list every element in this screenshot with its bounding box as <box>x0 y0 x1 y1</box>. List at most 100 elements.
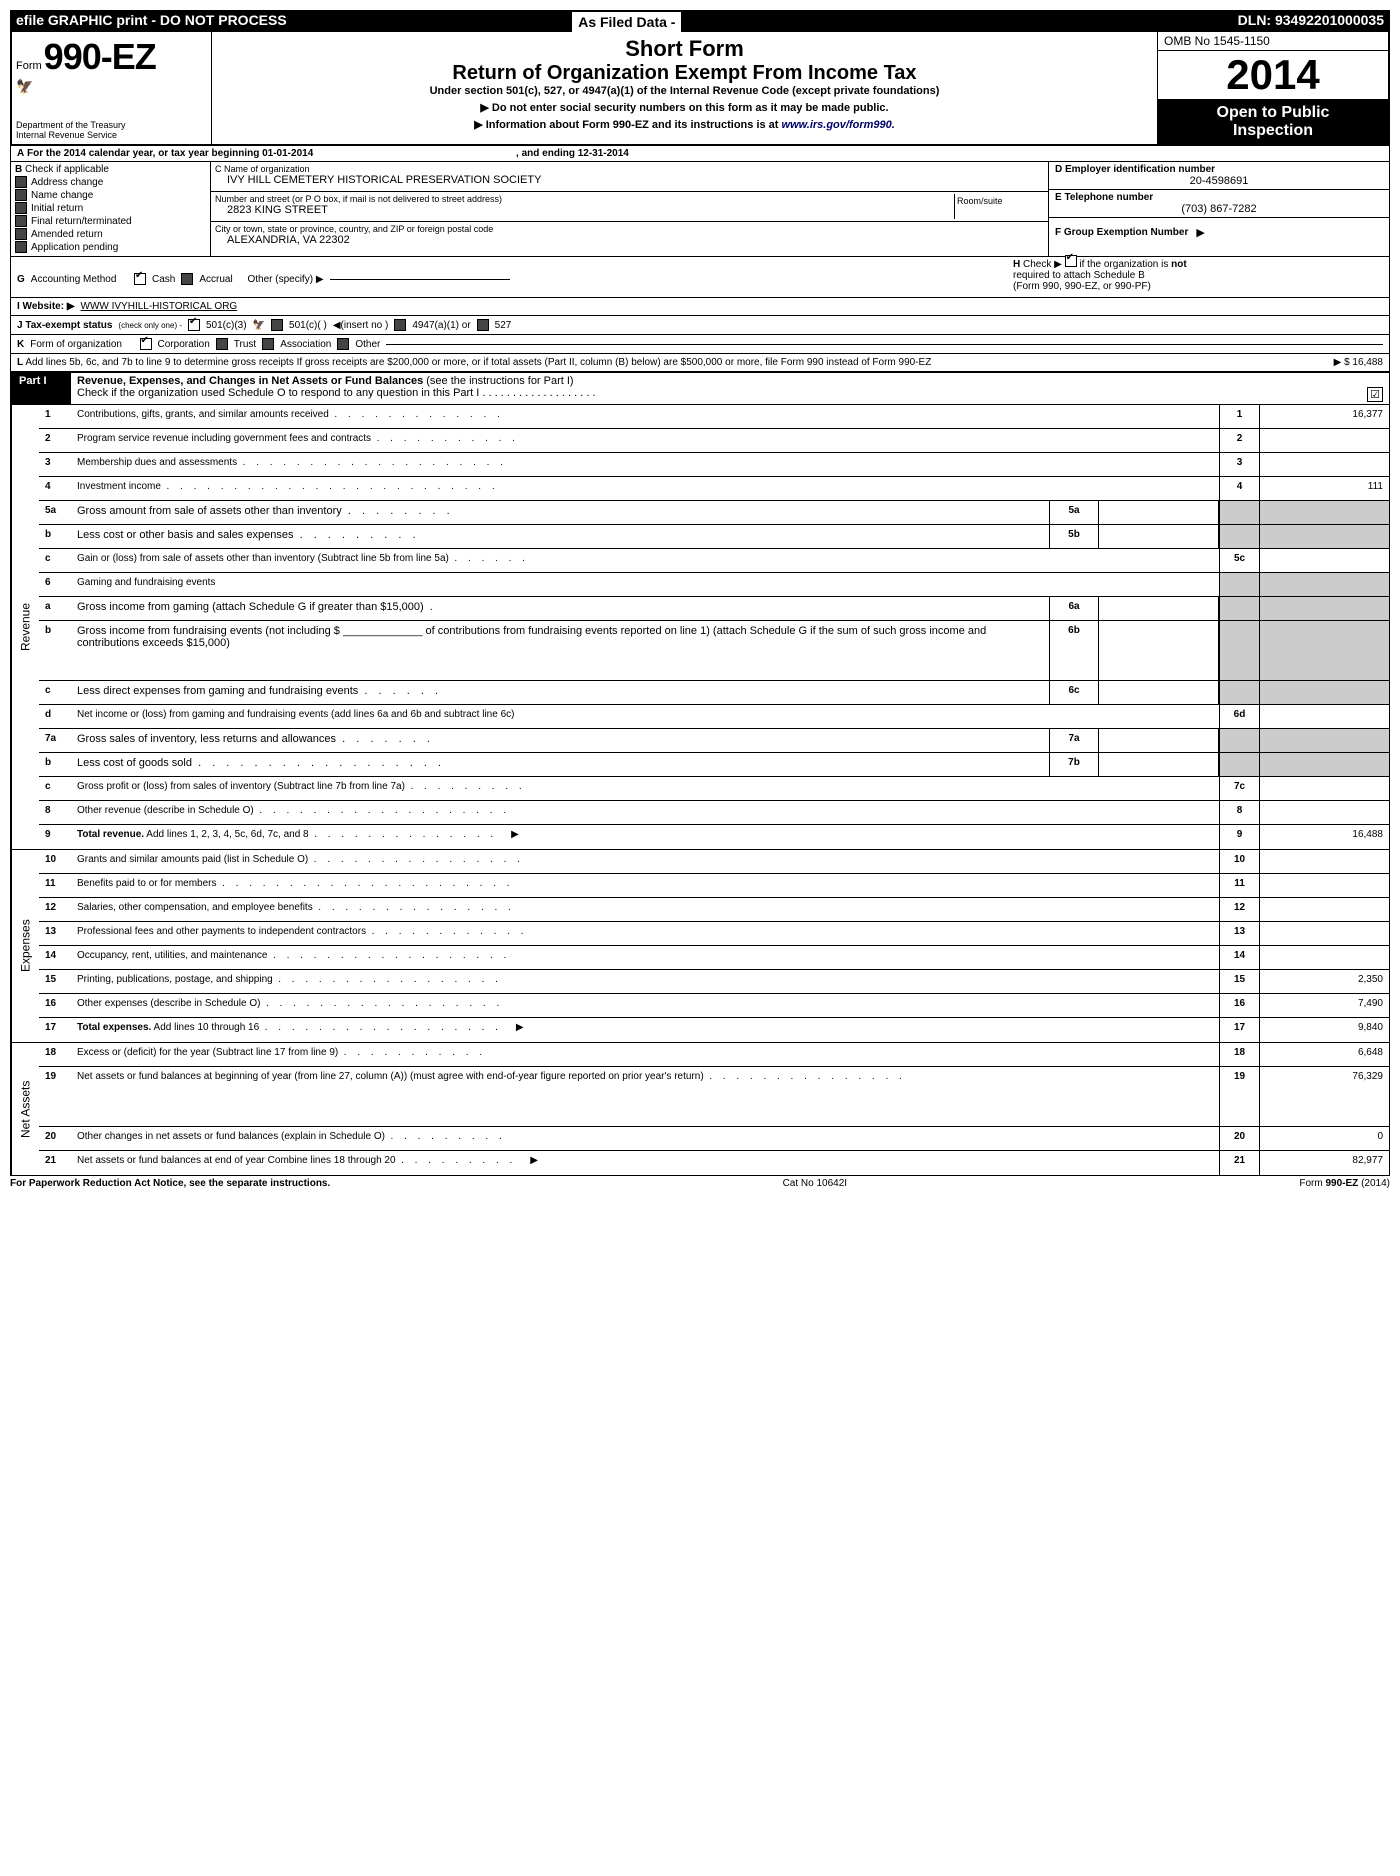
row-l-arrow: ▶ <box>1334 357 1342 368</box>
main-val <box>1259 874 1389 897</box>
phone-label: E Telephone number <box>1055 192 1383 203</box>
line-row: 11Benefits paid to or for members . . . … <box>39 874 1389 898</box>
line-desc: Occupancy, rent, utilities, and maintena… <box>75 946 1219 969</box>
main-val <box>1259 681 1389 704</box>
line-desc: Other revenue (describe in Schedule O) .… <box>75 801 1219 824</box>
part-1-label: Part I <box>11 373 71 404</box>
dln-label: DLN: 93492201000035 <box>1232 10 1390 32</box>
part-1-subtitle: (see the instructions for Part I) <box>426 375 573 387</box>
line-row: 9Total revenue. Add lines 1, 2, 3, 4, 5c… <box>39 825 1389 849</box>
corp-checkbox[interactable]: ✔ <box>140 338 152 350</box>
other-checkbox[interactable] <box>337 338 349 350</box>
checkbox[interactable] <box>15 176 27 188</box>
line-desc: Investment income . . . . . . . . . . . … <box>75 477 1219 500</box>
form-number: 990-EZ <box>44 36 156 78</box>
501c-checkbox[interactable] <box>271 319 283 331</box>
main-no <box>1219 525 1259 548</box>
omb-number: OMB No 1545-1150 <box>1158 32 1388 51</box>
main-no <box>1219 753 1259 776</box>
checkbox[interactable] <box>15 228 27 240</box>
sub-col-no: 5a <box>1049 501 1099 524</box>
main-no: 19 <box>1219 1067 1259 1126</box>
sub-col-val <box>1099 501 1219 524</box>
checkbox[interactable] <box>15 215 27 227</box>
main-no: 7c <box>1219 777 1259 800</box>
open-public-1: Open to Public <box>1162 104 1384 122</box>
line-row: 14Occupancy, rent, utilities, and mainte… <box>39 946 1389 970</box>
sub-col-val <box>1099 597 1219 620</box>
as-filed-label: As Filed Data - <box>572 10 681 32</box>
line-row: 7a Gross sales of inventory, less return… <box>39 729 1389 753</box>
line-desc: Grants and similar amounts paid (list in… <box>75 850 1219 873</box>
accrual-label: Accrual <box>199 274 232 285</box>
sub-col-val <box>1099 753 1219 776</box>
checkbox[interactable] <box>15 189 27 201</box>
part-1-header: Part I Revenue, Expenses, and Changes in… <box>10 372 1390 405</box>
sub-col-no: 6c <box>1049 681 1099 704</box>
sub-col-no: 7a <box>1049 729 1099 752</box>
website-val[interactable]: WWW IVYHILL-HISTORICAL ORG <box>81 301 238 312</box>
line-no: 5a <box>39 501 75 524</box>
line-desc: Total revenue. Add lines 1, 2, 3, 4, 5c,… <box>75 825 1219 849</box>
row-l-text: Add lines 5b, 6c, and 7b to line 9 to de… <box>25 357 931 368</box>
row-j-sub: (check only one) - <box>118 321 182 330</box>
city-label: City or town, state or province, country… <box>215 224 1044 234</box>
cash-checkbox[interactable]: ✔ <box>134 273 146 285</box>
row-k: K Form of organization ✔ Corporation Tru… <box>10 335 1390 354</box>
col-b-label: B <box>15 164 22 175</box>
trust-checkbox[interactable] <box>216 338 228 350</box>
row-j: J Tax-exempt status (check only one) - ✔… <box>10 316 1390 335</box>
sub-col-no: 6b <box>1049 621 1099 680</box>
sub-col-val <box>1099 621 1219 680</box>
line-row: cGross profit or (loss) from sales of in… <box>39 777 1389 801</box>
line-no: 7a <box>39 729 75 752</box>
row-h-box: H Check ▶ ✔ if the organization is not r… <box>1013 255 1383 292</box>
sub-col-no: 5b <box>1049 525 1099 548</box>
4947-checkbox[interactable] <box>394 319 406 331</box>
line-row: b Less cost of goods sold . . . . . . . … <box>39 753 1389 777</box>
irs-link[interactable]: www.irs.gov/form990. <box>782 119 895 131</box>
line-desc: Membership dues and assessments . . . . … <box>75 453 1219 476</box>
irs-icon: 🦅 <box>16 78 207 95</box>
line-desc: Excess or (deficit) for the year (Subtra… <box>75 1043 1219 1066</box>
main-val <box>1259 801 1389 824</box>
group-label: F Group Exemption Number <box>1055 227 1188 238</box>
line-desc: Less cost of goods sold . . . . . . . . … <box>75 753 1049 776</box>
line-desc: Other expenses (describe in Schedule O) … <box>75 994 1219 1017</box>
other-label: Other (specify) ▶ <box>247 274 323 285</box>
page-footer: For Paperwork Reduction Act Notice, see … <box>10 1176 1390 1191</box>
line-row: 1Contributions, gifts, grants, and simil… <box>39 405 1389 429</box>
accrual-checkbox[interactable] <box>181 273 193 285</box>
main-no: 12 <box>1219 898 1259 921</box>
main-no: 9 <box>1219 825 1259 849</box>
line-no: 6 <box>39 573 75 596</box>
main-no <box>1219 501 1259 524</box>
line-desc: Salaries, other compensation, and employ… <box>75 898 1219 921</box>
checkbox[interactable] <box>15 241 27 253</box>
main-no: 17 <box>1219 1018 1259 1042</box>
527-checkbox[interactable] <box>477 319 489 331</box>
form-header: Form 990-EZ 🦅 Department of the Treasury… <box>10 32 1390 146</box>
line-no: c <box>39 549 75 572</box>
checkbox[interactable] <box>15 202 27 214</box>
line-row: cGain or (loss) from sale of assets othe… <box>39 549 1389 573</box>
line-desc: Gross profit or (loss) from sales of inv… <box>75 777 1219 800</box>
line-desc: Benefits paid to or for members . . . . … <box>75 874 1219 897</box>
section-bcd: B Check if applicable Address changeName… <box>10 162 1390 257</box>
line-no: 19 <box>39 1067 75 1126</box>
line-desc: Less direct expenses from gaming and fun… <box>75 681 1049 704</box>
h-checkbox[interactable]: ✔ <box>1065 255 1077 267</box>
line-no: 3 <box>39 453 75 476</box>
main-val: 0 <box>1259 1127 1389 1150</box>
street-label: Number and street (or P O box, if mail i… <box>215 194 954 204</box>
line-no: b <box>39 525 75 548</box>
line-no: d <box>39 705 75 728</box>
checkbox-label: Name change <box>31 190 93 201</box>
insert-label: ◀(insert no ) <box>333 320 388 331</box>
main-no: 6d <box>1219 705 1259 728</box>
assoc-checkbox[interactable] <box>262 338 274 350</box>
sub-col-no: 7b <box>1049 753 1099 776</box>
501c3-checkbox[interactable]: ✔ <box>188 319 200 331</box>
501c-label: 501(c)( ) <box>289 320 327 331</box>
sub-col-val <box>1099 525 1219 548</box>
